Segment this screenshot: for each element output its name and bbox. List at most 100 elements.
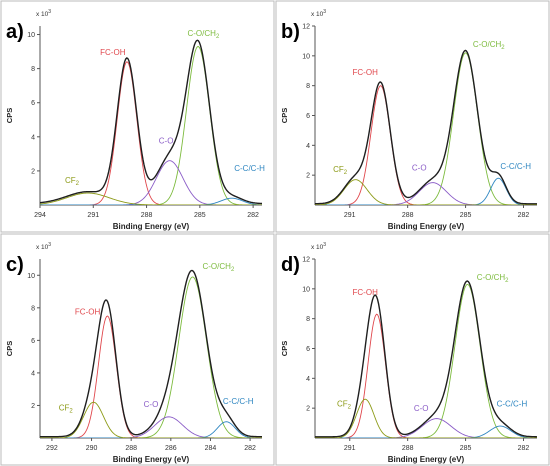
panel-c-plot: 292 290 288 286 284 282 2 4 6 8 10 x 103 Binding Ene… — [0, 233, 275, 466]
chart-0-peak-c-c-c-h — [40, 197, 262, 205]
label-text: CF — [59, 403, 70, 412]
panel-a-plot: 294 291 288 285 282 2 4 6 8 10 x 103 Binding Energy… — [0, 0, 275, 233]
label-text: C-O/CH — [477, 273, 506, 282]
label-text: FC-OH — [100, 48, 126, 57]
chart-0-envelope — [40, 39, 262, 205]
chart-2-curves — [40, 269, 262, 438]
chart-2-x-tick-label: 292 — [46, 445, 58, 452]
label-text: C-O — [159, 137, 174, 146]
label-text: FC-OH — [353, 288, 379, 297]
chart-3-label-c-c-c-h: C-C/C-H — [497, 400, 528, 409]
label-subscript: 2 — [216, 34, 220, 40]
chart-3-multiplier: x 103 — [311, 242, 326, 251]
chart-2-peak-cf2 — [40, 401, 262, 438]
chart-3-frame — [275, 233, 550, 466]
chart-2-label-c-c-c-h: C-C/C-H — [223, 397, 254, 406]
panel-c: 292 290 288 286 284 282 2 4 6 8 10 x 103 Binding Ene… — [0, 233, 275, 466]
chart-0-y-tick-label: 4 — [31, 134, 35, 141]
chart-1-frame — [275, 0, 550, 233]
chart-2-y-tick-label: 2 — [31, 403, 35, 410]
chart-0-y-tick-label: 2 — [31, 168, 35, 175]
chart-3-peak-fc-oh — [315, 313, 537, 438]
label-text: C-C/C-H — [223, 397, 254, 406]
chart-0-y-tick-label: 10 — [27, 32, 35, 39]
chart-3-peak-c-c-c-h — [315, 425, 537, 438]
chart-1-y-label: CPS — [280, 108, 289, 123]
chart-2-multiplier-exp: 3 — [48, 242, 51, 248]
label-text: C-C/C-H — [234, 164, 265, 173]
label-subscript: 2 — [505, 278, 509, 284]
chart-2-label-cf2: CF2 — [59, 403, 74, 414]
chart-3-y-tick-label: 10 — [302, 286, 310, 293]
chart-3-x-tick-label: 291 — [344, 445, 356, 452]
label-text: CF — [337, 400, 348, 409]
chart-1-peak-c-c-c-h — [315, 177, 537, 205]
chart-0-multiplier-base: x 10 — [36, 11, 49, 18]
chart-1-label-c-c-c-h: C-C/C-H — [500, 162, 531, 171]
chart-0-label-c-c-c-h: C-C/C-H — [234, 164, 265, 173]
chart-2-label-c-o: C-O — [144, 400, 159, 409]
chart-0-x-tick-label: 294 — [34, 212, 46, 219]
label-text: C-O — [144, 400, 159, 409]
chart-3-y-tick-label: 6 — [306, 346, 310, 353]
chart-3-peak-cf2 — [315, 398, 537, 438]
chart-3-curves — [315, 280, 537, 438]
chart-0-x-tick-label: 282 — [247, 212, 259, 219]
chart-1-y-tick-label: 10 — [302, 53, 310, 60]
chart-3-panel-letter: d) — [281, 254, 300, 276]
chart-0-label-cf2: CF2 — [65, 176, 80, 187]
chart-1-x-tick-label: 291 — [344, 212, 356, 219]
chart-2-multiplier-base: x 10 — [36, 244, 49, 251]
chart-3-multiplier-base: x 10 — [311, 244, 324, 251]
chart-3-y-tick-label: 8 — [306, 316, 310, 323]
label-text: C-C/C-H — [500, 162, 531, 171]
chart-2-peak-c-o-ch2 — [40, 276, 262, 438]
chart-0-label-fc-oh: FC-OH — [100, 48, 126, 57]
chart-2-x-tick-label: 282 — [244, 445, 256, 452]
panel-d: 291 288 285 282 2 4 6 8 10 12 x 103 Binding Energy … — [275, 233, 550, 466]
chart-1-peak-c-o — [315, 182, 537, 205]
chart-3-label-c-o-ch2: C-O/CH2 — [477, 273, 509, 284]
chart-3-y-tick-label: 2 — [306, 406, 310, 413]
chart-2-multiplier: x 103 — [36, 242, 51, 251]
chart-0-x-label: Binding Energy (eV) — [113, 222, 190, 231]
chart-2-x-tick-label: 284 — [205, 445, 217, 452]
panel-a: 294 291 288 285 282 2 4 6 8 10 x 103 Binding Energy… — [0, 0, 275, 233]
chart-3-y-tick-label: 12 — [302, 257, 310, 264]
chart-0-x-tick-label: 285 — [194, 212, 206, 219]
label-text: C-O/CH — [202, 262, 231, 271]
label-text: CF — [333, 165, 344, 174]
chart-1-y-tick-label: 6 — [306, 113, 310, 120]
chart-1-y-tick-label: 12 — [302, 24, 310, 31]
chart-0-peak-fc-oh — [40, 61, 262, 205]
chart-0-y-tick-label: 6 — [31, 100, 35, 107]
chart-2-x-tick-label: 288 — [125, 445, 137, 452]
label-text: C-O/CH — [473, 40, 502, 49]
chart-2-label-fc-oh: FC-OH — [75, 307, 101, 316]
chart-1-peak-c-o-ch2 — [315, 52, 537, 205]
chart-2-envelope — [40, 269, 262, 438]
chart-3-peak-c-o — [315, 418, 537, 438]
chart-0-y-label: CPS — [5, 108, 14, 123]
chart-0-panel-letter: a) — [6, 21, 24, 43]
chart-0-x-tick-label: 291 — [87, 212, 99, 219]
chart-1-y-tick-label: 4 — [306, 143, 310, 150]
chart-2-panel-letter: c) — [6, 254, 24, 276]
chart-2-peak-c-c-c-h — [40, 421, 262, 438]
chart-3-label-cf2: CF2 — [337, 400, 352, 411]
chart-2-y-tick-label: 8 — [31, 305, 35, 312]
chart-1-label-cf2: CF2 — [333, 165, 348, 176]
panel-b: 291 288 285 282 2 4 6 8 10 12 x 103 Binding Energy … — [275, 0, 550, 233]
panel-b-plot: 291 288 285 282 2 4 6 8 10 12x 103 Binding Energy … — [275, 0, 550, 233]
chart-1-label-fc-oh: FC-OH — [353, 68, 379, 77]
panel-d-plot: 291 288 285 282 2 4 6 8 10 12x 103 Binding Energy … — [275, 233, 550, 466]
chart-1-multiplier: x 103 — [311, 9, 326, 18]
chart-2-x-label: Binding Energy (eV) — [113, 455, 190, 464]
chart-1-label-c-o: C-O — [412, 164, 427, 173]
chart-3-y-label: CPS — [280, 341, 289, 356]
chart-3-label-fc-oh: FC-OH — [353, 288, 379, 297]
chart-0-multiplier-exp: 3 — [48, 9, 51, 15]
chart-1-multiplier-exp: 3 — [323, 9, 326, 15]
label-subscript: 2 — [348, 405, 352, 411]
